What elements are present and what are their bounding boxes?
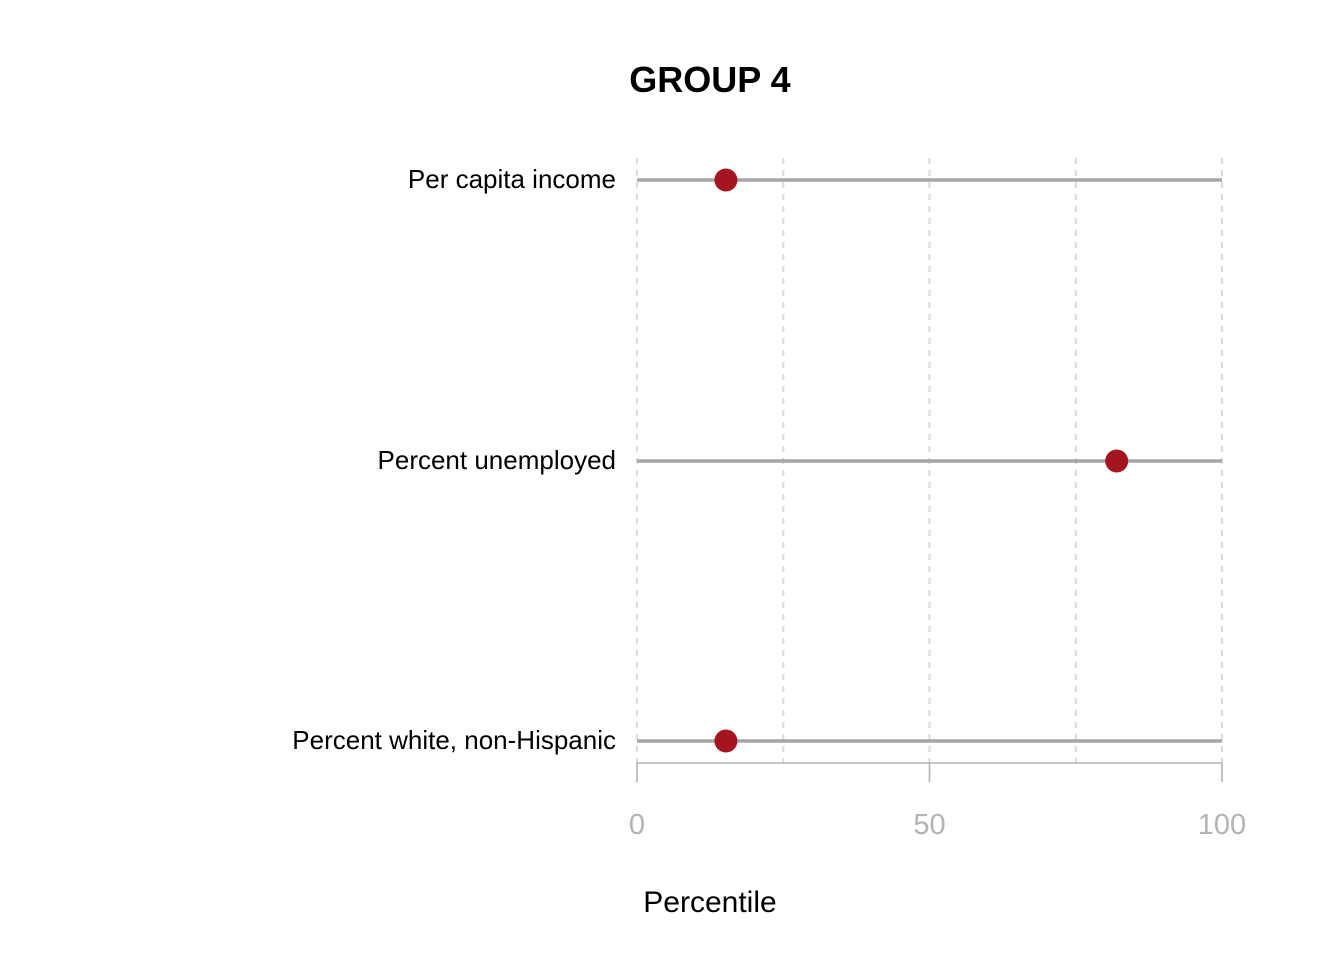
data-row: Percent unemployed [378,445,1222,475]
category-label: Per capita income [408,164,616,194]
x-tick-label: 100 [1198,809,1246,841]
chart-title: GROUP 4 [629,59,790,100]
category-label: Percent white, non-Hispanic [292,725,616,755]
data-point [714,729,738,753]
data-row: Percent white, non-Hispanic [292,725,1222,755]
data-point [714,168,738,192]
category-label: Percent unemployed [378,445,616,475]
data-rows: Per capita income Percent unemployed Perce… [292,164,1222,755]
x-tick-label: 0 [629,809,645,841]
x-axis-title: Percentile [643,886,776,919]
data-point [1105,449,1129,473]
data-row: Per capita income [408,164,1222,194]
x-tick-label: 50 [913,809,945,841]
x-axis: 0 50 100 [629,762,1246,841]
